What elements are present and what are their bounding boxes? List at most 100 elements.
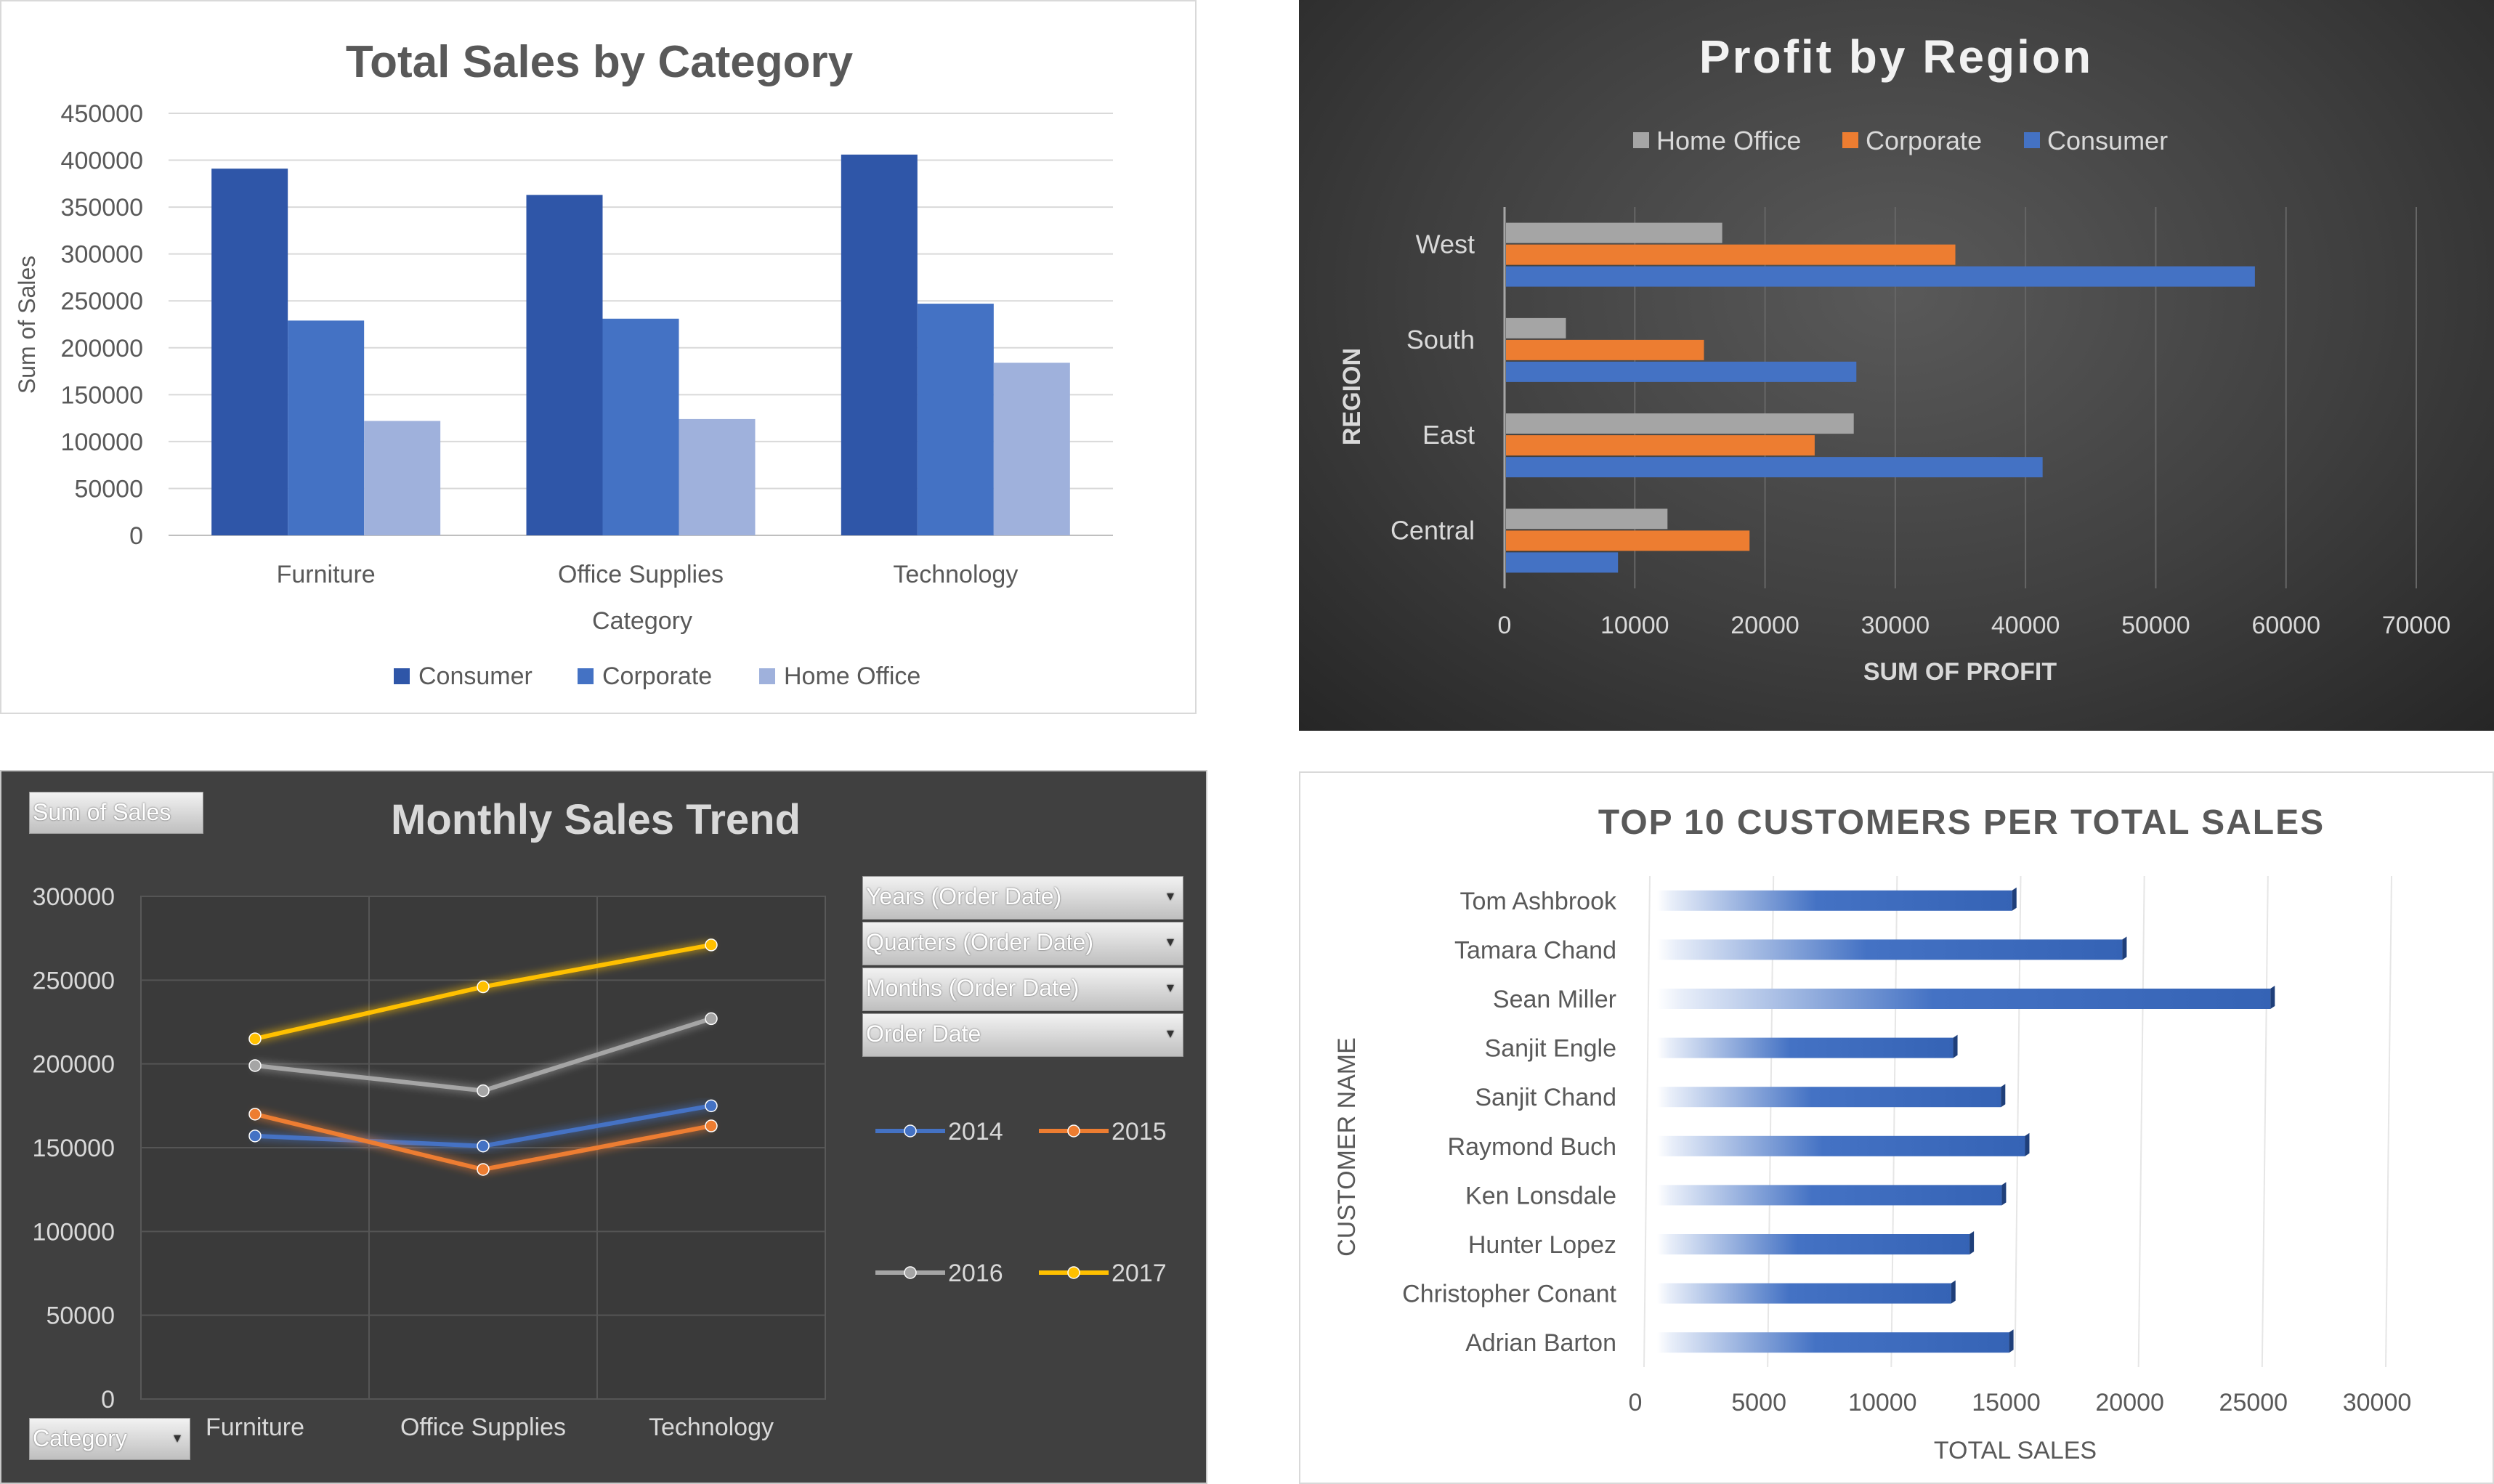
bar-consumer xyxy=(526,195,603,535)
customer-bar-edge xyxy=(1953,1034,1958,1058)
legend-swatch xyxy=(2024,132,2040,148)
x-tick-label: Office Supplies xyxy=(400,1414,566,1441)
customer-bar-edge xyxy=(2025,1132,2030,1156)
monthly-sales-trend-chart: Monthly Sales Trend 0 50000 100000 150000 20… xyxy=(0,770,1207,1484)
legend-swatch xyxy=(578,668,594,684)
customer-name-label: Sean Miller xyxy=(1493,986,1616,1013)
customer-name-label: Sanjit Chand xyxy=(1475,1084,1616,1111)
customer-bar xyxy=(1657,1087,2001,1108)
customer-bar xyxy=(1657,1332,2009,1353)
bar-home-office xyxy=(1506,222,1722,243)
customer-name-label: Sanjit Engle xyxy=(1485,1035,1616,1063)
pivot-filter-years-button[interactable]: Years (Order Date) ▾ xyxy=(862,876,1183,920)
y-tick-label: 50000 xyxy=(74,475,143,503)
y-tick-label: 250000 xyxy=(33,967,115,994)
x-tick-label: 0 xyxy=(1498,612,1512,639)
pivot-filter-order-date-button[interactable]: Order Date ▾ xyxy=(862,1013,1183,1057)
y-tick-label: 400000 xyxy=(61,147,143,175)
y-tick-label: 150000 xyxy=(61,381,143,409)
y-tick-label: 0 xyxy=(129,522,143,550)
data-point xyxy=(705,1119,718,1132)
customer-bar-edge xyxy=(2012,887,2017,911)
profit-by-region-svg: Profit by Region Home Office Corporate Con… xyxy=(1338,31,2450,686)
customer-name-label: Ken Lonsdale xyxy=(1465,1182,1616,1209)
dropdown-arrow-icon: ▾ xyxy=(1166,888,1174,904)
bar-home-office xyxy=(993,362,1070,535)
customer-name-label: Raymond Buch xyxy=(1448,1133,1616,1161)
y-tick-label: Central xyxy=(1390,515,1475,545)
customer-bar-edge xyxy=(2270,986,2275,1009)
legend-label: 2014 xyxy=(948,1118,1003,1146)
x-tick-label: Technology xyxy=(893,561,1018,588)
dropdown-arrow-icon: ▾ xyxy=(1166,980,1174,996)
chart-title: Profit by Region xyxy=(1699,31,2093,83)
pivot-category-field-button[interactable]: Category ▾ xyxy=(29,1418,190,1460)
x-tick-label: 10000 xyxy=(1848,1389,1917,1416)
customer-bar-edge xyxy=(2001,1182,2007,1206)
dropdown-arrow-icon: ▾ xyxy=(1166,934,1174,950)
customer-name-label: Tamara Chand xyxy=(1454,936,1616,964)
legend-marker xyxy=(1067,1266,1080,1279)
chart-title: Total Sales by Category xyxy=(346,37,854,87)
y-tick-label: 450000 xyxy=(61,100,143,128)
x-tick-label: Technology xyxy=(649,1414,774,1441)
legend-marker xyxy=(904,1124,917,1138)
customer-name-label: Christopher Conant xyxy=(1402,1281,1616,1308)
pivot-filter-quarters-button[interactable]: Quarters (Order Date) ▾ xyxy=(862,922,1183,965)
customer-bar-edge xyxy=(1969,1231,1975,1254)
data-point xyxy=(477,1139,490,1153)
legend-swatch xyxy=(759,668,775,684)
bar-consumer xyxy=(1506,457,2043,478)
customer-bar-edge xyxy=(1951,1280,1956,1304)
customer-bar xyxy=(1657,1185,2002,1206)
bar-corporate xyxy=(1506,435,1815,456)
bar-corporate xyxy=(1506,339,1704,360)
data-point xyxy=(248,1130,262,1143)
bar-consumer xyxy=(841,154,918,535)
pivot-value-field-button[interactable]: Sum of Sales xyxy=(29,792,203,834)
customer-bar xyxy=(1657,989,2271,1009)
bar-home-office xyxy=(1506,317,1566,338)
x-tick-label: Furniture xyxy=(277,561,376,588)
gridline xyxy=(1643,875,1651,1368)
customer-name-label: Adrian Barton xyxy=(1465,1329,1616,1357)
y-axis-label: REGION xyxy=(1338,348,1366,445)
legend-swatch xyxy=(1633,132,1649,148)
y-tick-label: 350000 xyxy=(61,194,143,222)
legend-swatch xyxy=(394,668,410,684)
legend-label: Corporate xyxy=(1866,126,1982,155)
pivot-filter-label: Months (Order Date) xyxy=(866,975,1080,1001)
customer-bar xyxy=(1657,939,2123,960)
x-axis-label: TOTAL SALES xyxy=(1934,1437,2097,1464)
pivot-filter-months-button[interactable]: Months (Order Date) ▾ xyxy=(862,968,1183,1011)
legend-marker xyxy=(1067,1124,1080,1138)
x-tick-label: 5000 xyxy=(1731,1389,1786,1416)
bar-consumer xyxy=(1506,266,2255,287)
chart-title: Monthly Sales Trend xyxy=(391,796,801,843)
bar-home-office xyxy=(1506,508,1668,530)
bar-corporate xyxy=(1506,530,1750,551)
customer-bar-edge xyxy=(2009,1329,2014,1353)
x-tick-label: 30000 xyxy=(2343,1389,2412,1416)
sales-by-category-chart: Total Sales by Category 0 50000 100000 1500… xyxy=(0,0,1197,714)
y-tick-label: East xyxy=(1422,420,1475,450)
x-tick-label: 20000 xyxy=(2095,1389,2164,1416)
y-axis-label: Sum of Sales xyxy=(14,256,40,394)
customer-bar xyxy=(1657,1283,1951,1304)
chart-title: TOP 10 CUSTOMERS PER TOTAL SALES xyxy=(1598,803,2325,842)
customer-name-label: Hunter Lopez xyxy=(1468,1231,1616,1259)
pivot-category-field-label: Category xyxy=(33,1425,127,1451)
legend-swatch xyxy=(1842,132,1858,148)
bar-consumer xyxy=(1506,361,1857,382)
y-tick-label: West xyxy=(1416,230,1475,259)
y-tick-label: 300000 xyxy=(33,883,115,911)
data-point xyxy=(477,1163,490,1176)
x-axis-label: Category xyxy=(592,607,692,635)
customer-bar-edge xyxy=(2122,936,2127,960)
data-point xyxy=(477,980,490,994)
x-tick-label: 60000 xyxy=(2251,612,2320,639)
x-tick-label: 50000 xyxy=(2121,612,2190,639)
y-tick-label: 100000 xyxy=(33,1218,115,1246)
data-point xyxy=(705,938,718,952)
x-axis-label: SUM OF PROFIT xyxy=(1863,658,2057,686)
